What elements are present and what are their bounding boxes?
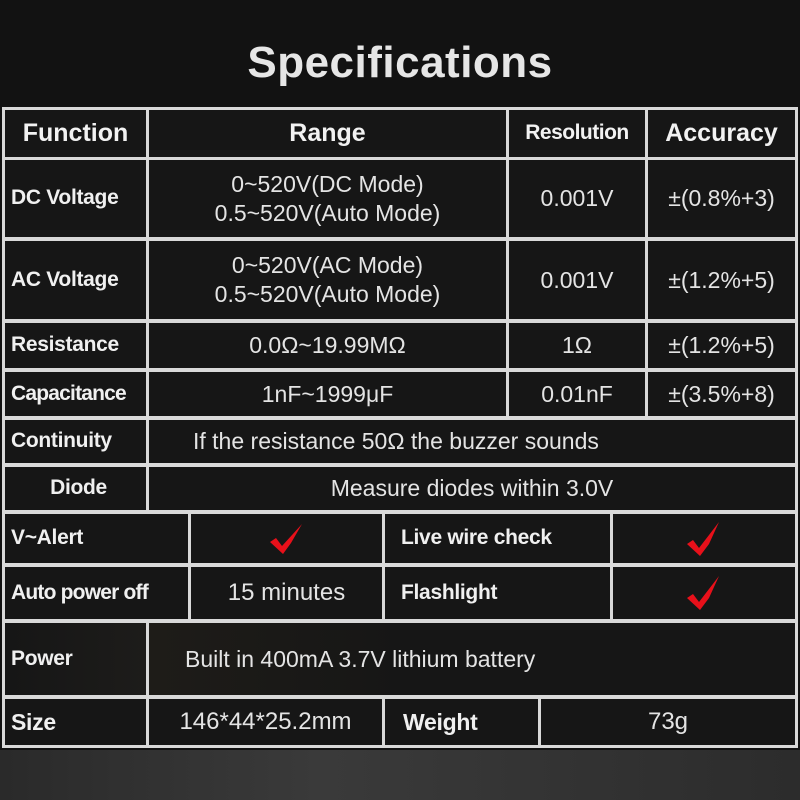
flashlight-value: [613, 567, 795, 619]
spec-table: Function Range Resolution Accuracy DC Vo…: [2, 107, 798, 748]
row-label-capacitance: Capacitance: [5, 372, 146, 416]
auto-power-off-value: 15 minutes: [191, 567, 382, 619]
row-label-diode: Diode: [5, 467, 146, 510]
resistance-accuracy: ±(1.2%+5): [648, 323, 795, 368]
header-function: Function: [5, 110, 146, 157]
ac-voltage-accuracy: ±(1.2%+5): [648, 241, 795, 319]
bottom-background: [0, 750, 800, 800]
ac-voltage-resolution: 0.001V: [509, 241, 645, 319]
range-line: 0~520V(DC Mode): [231, 170, 424, 197]
row-label-resistance: Resistance: [5, 323, 146, 368]
capacitance-resolution: 0.01nF: [509, 372, 645, 416]
row-label-power: Power: [5, 623, 146, 695]
power-value: Built in 400mA 3.7V lithium battery: [149, 623, 795, 695]
v-alert-value: [191, 514, 382, 563]
row-label-ac-voltage: AC Voltage: [5, 241, 146, 319]
label-auto-power-off: Auto power off: [5, 567, 188, 619]
row-label-dc-voltage: DC Voltage: [5, 160, 146, 237]
range-line: 0.5~520V(Auto Mode): [214, 281, 441, 307]
checkmark-icon: [269, 523, 302, 554]
dc-voltage-range: 0~520V(DC Mode) 0.5~520V(Auto Mode): [149, 160, 506, 237]
row-label-continuity: Continuity: [5, 420, 146, 463]
header-resolution: Resolution: [509, 110, 645, 157]
resistance-range: 0.0Ω~19.99MΩ: [149, 323, 506, 368]
dc-voltage-resolution: 0.001V: [509, 160, 645, 237]
checkmark-icon: [687, 576, 719, 610]
size-value: 146*44*25.2mm: [149, 699, 382, 745]
live-wire-check-value: [613, 514, 795, 563]
weight-value: 73g: [541, 699, 795, 745]
checkmark-icon: [687, 521, 719, 556]
capacitance-accuracy: ±(3.5%+8): [648, 372, 795, 416]
range-line: 0.5~520V(Auto Mode): [214, 199, 441, 226]
continuity-value: If the resistance 50Ω the buzzer sounds: [149, 420, 795, 463]
diode-value: Measure diodes within 3.0V: [149, 467, 795, 510]
dc-voltage-accuracy: ±(0.8%+3): [648, 160, 795, 237]
resistance-resolution: 1Ω: [509, 323, 645, 368]
label-live-wire-check: Live wire check: [385, 514, 610, 563]
page-title: Specifications: [247, 38, 553, 87]
label-v-alert: V~Alert: [5, 514, 188, 563]
label-flashlight: Flashlight: [385, 567, 610, 619]
ac-voltage-range: 0~520V(AC Mode) 0.5~520V(Auto Mode): [149, 241, 506, 319]
header-range: Range: [149, 110, 506, 157]
row-label-size: Size: [5, 699, 146, 745]
label-weight: Weight: [385, 699, 538, 745]
capacitance-range: 1nF~1999μF: [149, 372, 506, 416]
range-line: 0~520V(AC Mode): [231, 252, 424, 279]
header-accuracy: Accuracy: [648, 110, 795, 157]
